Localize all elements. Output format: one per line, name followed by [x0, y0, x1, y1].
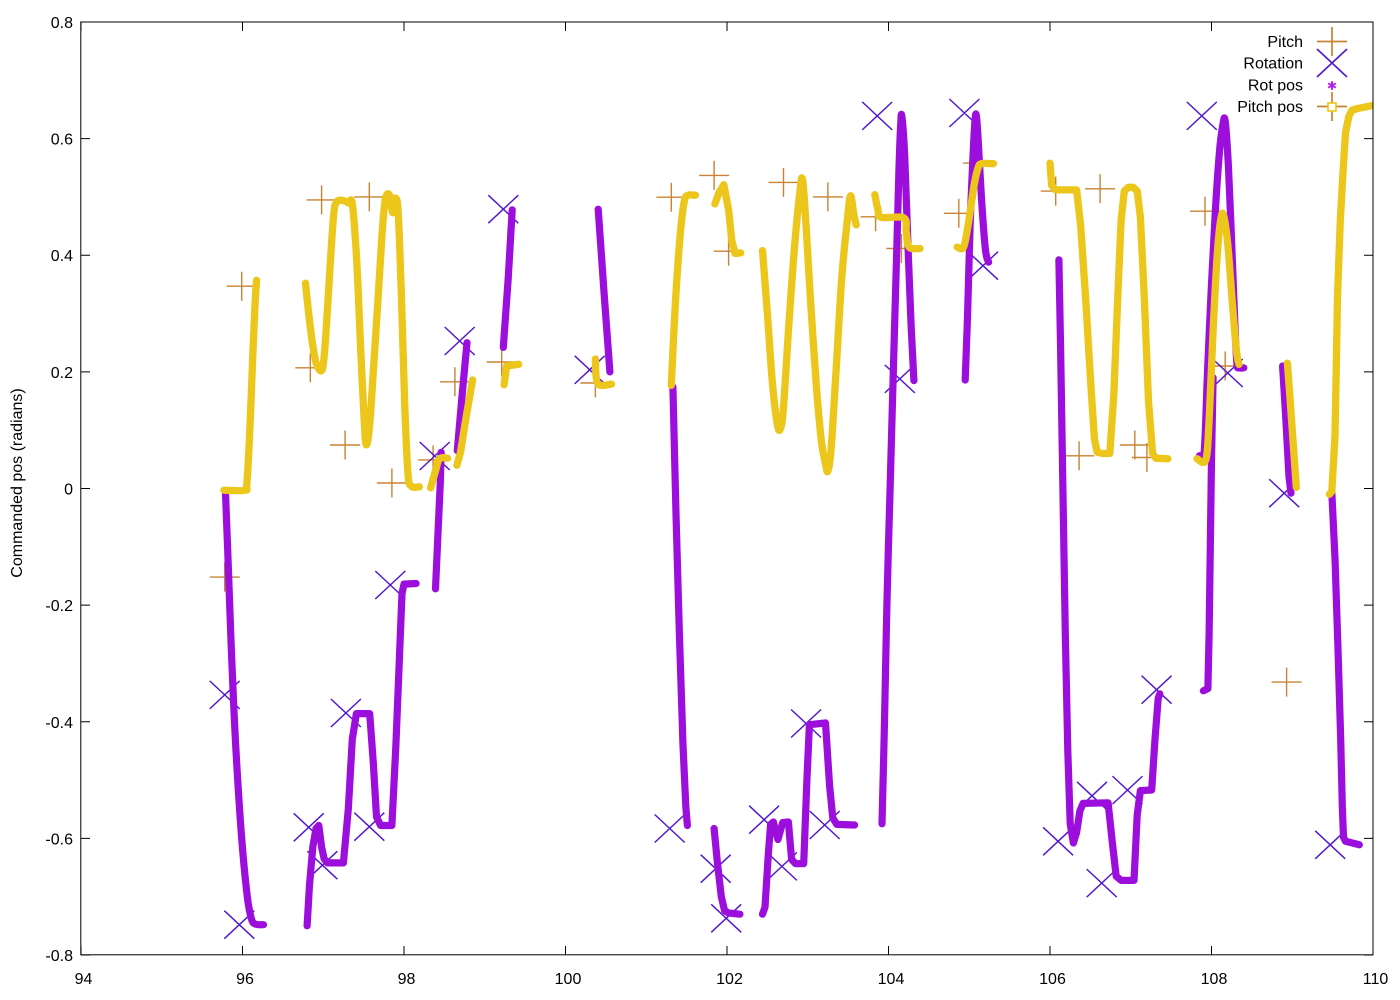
svg-text:Pitch: Pitch: [1267, 34, 1303, 51]
svg-text:0.8: 0.8: [51, 15, 73, 32]
svg-text:Rot pos: Rot pos: [1248, 78, 1303, 95]
svg-text:110: 110: [1363, 971, 1389, 988]
svg-text:-0.6: -0.6: [45, 831, 73, 848]
svg-text:0.4: 0.4: [51, 248, 73, 265]
svg-text:0: 0: [64, 482, 73, 499]
svg-text:-0.2: -0.2: [45, 598, 73, 615]
svg-text:100: 100: [555, 971, 582, 988]
svg-text:Commanded pos (radians): Commanded pos (radians): [9, 388, 26, 577]
svg-text:104: 104: [878, 971, 905, 988]
svg-text:-0.8: -0.8: [45, 948, 73, 965]
svg-text:98: 98: [398, 971, 416, 988]
svg-text:-0.4: -0.4: [45, 715, 73, 732]
svg-text:108: 108: [1201, 971, 1228, 988]
svg-text:102: 102: [716, 971, 743, 988]
svg-text:0.6: 0.6: [51, 132, 73, 149]
svg-text:Pitch pos: Pitch pos: [1237, 99, 1303, 116]
svg-text:94: 94: [75, 971, 93, 988]
svg-text:96: 96: [236, 971, 254, 988]
svg-text:0.2: 0.2: [51, 365, 73, 382]
svg-text:Rotation: Rotation: [1243, 56, 1303, 73]
svg-text:106: 106: [1039, 971, 1066, 988]
